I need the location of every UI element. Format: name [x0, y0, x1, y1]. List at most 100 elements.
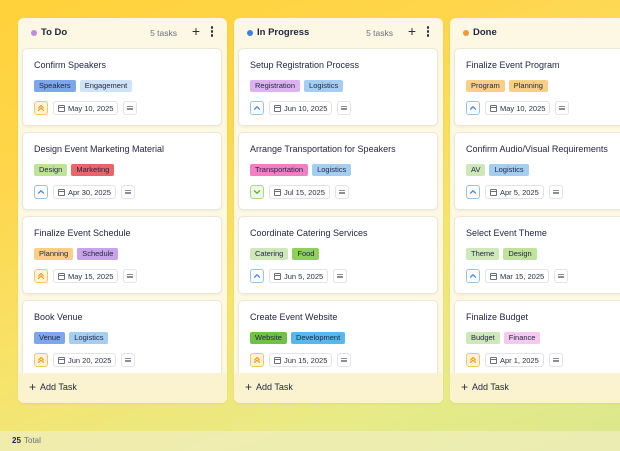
- plus-icon: +: [245, 380, 253, 394]
- notes-icon[interactable]: [123, 101, 138, 115]
- task-meta: Jun 5, 2025: [250, 269, 348, 283]
- due-date-text: Jun 20, 2025: [68, 355, 112, 365]
- tag-list: Speakers Engagement: [34, 80, 133, 92]
- priority-up-icon[interactable]: [466, 185, 480, 199]
- task-title: Finalize Event Schedule: [34, 228, 131, 238]
- tag-badge: Design: [34, 164, 68, 176]
- tag-badge: Logistics: [312, 164, 352, 176]
- task-card[interactable]: Create Event Website Website Development Ju…: [238, 300, 438, 378]
- column-title: To Do: [41, 27, 68, 38]
- task-card[interactable]: Confirm Audio/Visual Requirements AV Logis…: [454, 132, 620, 210]
- add-task-button[interactable]: + Add Task: [234, 373, 443, 403]
- task-title: Finalize Budget: [466, 312, 529, 322]
- calendar-icon: [274, 356, 281, 364]
- notes-icon[interactable]: [333, 269, 348, 283]
- more-options-icon[interactable]: [425, 26, 431, 38]
- due-date[interactable]: Jun 20, 2025: [53, 353, 117, 367]
- tag-badge: Planning: [508, 80, 548, 92]
- plus-icon: +: [29, 380, 37, 394]
- notes-icon[interactable]: [123, 269, 138, 283]
- notes-icon[interactable]: [334, 185, 349, 199]
- priority-double-up-icon[interactable]: [250, 353, 264, 367]
- due-date[interactable]: Jul 15, 2025: [269, 185, 330, 199]
- due-date-text: May 15, 2025: [68, 271, 114, 281]
- notes-icon[interactable]: [548, 185, 563, 199]
- column-title: Done: [473, 27, 497, 38]
- task-title: Book Venue: [34, 312, 83, 322]
- task-title: Design Event Marketing Material: [34, 144, 165, 154]
- task-card[interactable]: Arrange Transportation for Speakers Trans…: [238, 132, 438, 210]
- task-meta: May 10, 2025: [466, 101, 570, 115]
- priority-up-icon[interactable]: [466, 101, 480, 115]
- tag-badge: Finance: [503, 332, 541, 344]
- task-card[interactable]: Confirm Speakers Speakers Engagement May 10…: [22, 48, 222, 126]
- due-date[interactable]: May 15, 2025: [53, 269, 119, 283]
- priority-double-up-icon[interactable]: [466, 353, 480, 367]
- due-date-text: Jun 15, 2025: [284, 355, 328, 365]
- tag-list: Program Planning: [466, 80, 548, 92]
- calendar-icon: [274, 188, 281, 196]
- tag-badge: Logistics: [489, 164, 529, 176]
- task-card[interactable]: Coordinate Catering Services Catering Food…: [238, 216, 438, 294]
- due-date[interactable]: Jun 10, 2025: [269, 101, 333, 115]
- add-task-icon[interactable]: +: [407, 23, 416, 39]
- tag-badge: Development: [290, 332, 346, 344]
- task-title: Arrange Transportation for Speakers: [250, 144, 396, 154]
- due-date[interactable]: May 10, 2025: [485, 101, 551, 115]
- tag-list: Venue Logistics: [34, 332, 109, 344]
- calendar-icon: [274, 272, 281, 280]
- add-task-icon[interactable]: +: [191, 23, 200, 39]
- task-title: Confirm Audio/Visual Requirements: [466, 144, 608, 154]
- priority-double-up-icon[interactable]: [34, 269, 48, 283]
- due-date[interactable]: May 10, 2025: [53, 101, 119, 115]
- due-date-text: Jul 15, 2025: [284, 187, 325, 197]
- due-date[interactable]: Apr 5, 2025: [485, 185, 544, 199]
- task-card[interactable]: Book Venue Venue Logistics Jun 20, 2025: [22, 300, 222, 378]
- priority-up-icon[interactable]: [466, 269, 480, 283]
- task-meta: Apr 30, 2025: [34, 185, 135, 199]
- task-card[interactable]: Finalize Event Schedule Planning Schedule M…: [22, 216, 222, 294]
- total-count: 25: [12, 436, 21, 445]
- task-card[interactable]: Setup Registration Process Registration Lo…: [238, 48, 438, 126]
- add-task-label: Add Task: [256, 382, 293, 392]
- notes-icon[interactable]: [337, 101, 352, 115]
- notes-icon[interactable]: [337, 353, 352, 367]
- notes-icon[interactable]: [555, 101, 570, 115]
- column-header: Done5 tasks: [450, 18, 620, 48]
- add-task-button[interactable]: + Add Task: [450, 373, 620, 403]
- notes-icon[interactable]: [121, 353, 136, 367]
- status-dot-icon: [31, 30, 37, 36]
- calendar-icon: [274, 104, 281, 112]
- due-date[interactable]: Mar 15, 2025: [485, 269, 550, 283]
- task-card[interactable]: Select Event Theme Theme Design Mar 15, 202…: [454, 216, 620, 294]
- notes-icon[interactable]: [548, 353, 563, 367]
- calendar-icon: [490, 188, 497, 196]
- notes-icon[interactable]: [120, 185, 135, 199]
- priority-up-icon[interactable]: [250, 101, 264, 115]
- priority-up-icon[interactable]: [34, 185, 48, 199]
- priority-double-up-icon[interactable]: [34, 353, 48, 367]
- add-task-button[interactable]: + Add Task: [18, 373, 227, 403]
- task-meta: Mar 15, 2025: [466, 269, 569, 283]
- due-date[interactable]: Apr 30, 2025: [53, 185, 116, 199]
- notes-icon[interactable]: [554, 269, 569, 283]
- due-date-text: Apr 30, 2025: [68, 187, 111, 197]
- tag-badge: Logistics: [304, 80, 344, 92]
- tag-badge: Logistics: [69, 332, 109, 344]
- tag-badge: Marketing: [71, 164, 115, 176]
- priority-double-up-icon[interactable]: [34, 101, 48, 115]
- priority-up-icon[interactable]: [250, 269, 264, 283]
- due-date[interactable]: Jun 15, 2025: [269, 353, 333, 367]
- more-options-icon[interactable]: [209, 26, 215, 38]
- task-card[interactable]: Finalize Event Program Program Planning May…: [454, 48, 620, 126]
- plus-icon: +: [461, 380, 469, 394]
- task-meta: May 15, 2025: [34, 269, 138, 283]
- due-date[interactable]: Jun 5, 2025: [269, 269, 329, 283]
- priority-down-icon[interactable]: [250, 185, 264, 199]
- due-date-text: May 10, 2025: [68, 103, 114, 113]
- task-card[interactable]: Design Event Marketing Material Design Mar…: [22, 132, 222, 210]
- tag-badge: Program: [466, 80, 505, 92]
- tag-list: Planning Schedule: [34, 248, 119, 260]
- task-card[interactable]: Finalize Budget Budget Finance Apr 1, 2025: [454, 300, 620, 378]
- due-date[interactable]: Apr 1, 2025: [485, 353, 544, 367]
